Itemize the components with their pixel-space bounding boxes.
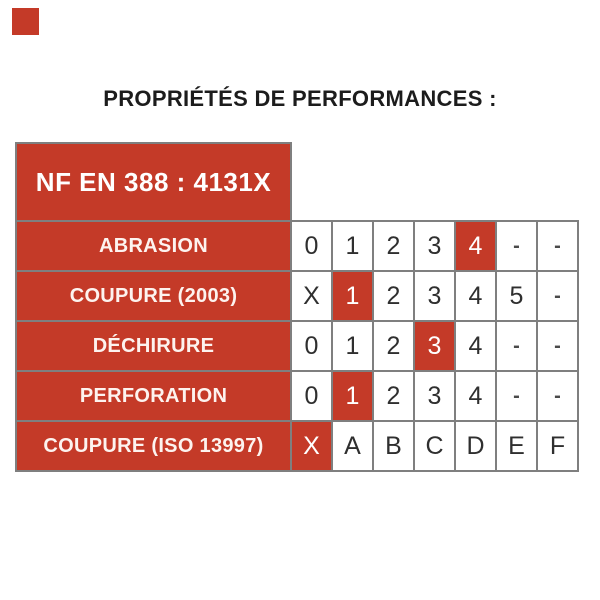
table-row-coupure-2003: COUPURE (2003) X 1 2 3 4 5 - xyxy=(15,270,579,322)
rating-cell: 0 xyxy=(290,370,333,422)
rating-cell: A xyxy=(331,420,374,472)
rating-cell: 4 xyxy=(454,270,497,322)
table-header: NF EN 388 : 4131X xyxy=(15,142,292,222)
page-title: PROPRIÉTÉS DE PERFORMANCES : xyxy=(103,86,497,111)
rating-cell: - xyxy=(495,370,538,422)
rating-cell: 2 xyxy=(372,370,415,422)
rating-cell: X xyxy=(290,270,333,322)
table-header-row: NF EN 388 : 4131X xyxy=(15,142,578,222)
row-label: PERFORATION xyxy=(15,370,292,422)
table-row-coupure-iso-13997: COUPURE (ISO 13997) X A B C D E F xyxy=(15,420,579,472)
rating-cell: 4 xyxy=(454,320,497,372)
rating-cell: 5 xyxy=(495,270,538,322)
performance-table: NF EN 388 : 4131X ABRASION 0 1 2 3 4 - -… xyxy=(15,142,579,472)
rating-cell: 2 xyxy=(372,220,415,272)
rating-cell: 3 xyxy=(413,320,456,372)
rating-cell: F xyxy=(536,420,579,472)
rating-cell: - xyxy=(536,270,579,322)
rating-cell: C xyxy=(413,420,456,472)
table-row-dechirure: DÉCHIRURE 0 1 2 3 4 - - xyxy=(15,320,579,372)
rating-cell: - xyxy=(536,370,579,422)
row-label: COUPURE (ISO 13997) xyxy=(15,420,292,472)
rating-cell: 0 xyxy=(290,320,333,372)
rating-cell: 1 xyxy=(331,270,374,322)
rating-cell: 3 xyxy=(413,220,456,272)
row-label: ABRASION xyxy=(15,220,292,272)
rating-cell: 1 xyxy=(331,370,374,422)
row-label: COUPURE (2003) xyxy=(15,270,292,322)
rating-cell: 4 xyxy=(454,220,497,272)
table-row-abrasion: ABRASION 0 1 2 3 4 - - xyxy=(15,220,579,272)
rating-cell: 4 xyxy=(454,370,497,422)
rating-cell: E xyxy=(495,420,538,472)
rating-cell: B xyxy=(372,420,415,472)
rating-cell: 2 xyxy=(372,320,415,372)
table-row-perforation: PERFORATION 0 1 2 3 4 - - xyxy=(15,370,579,422)
brand-mark-square xyxy=(12,8,39,35)
rating-cell: - xyxy=(495,320,538,372)
header-blank-space xyxy=(291,143,578,221)
rating-cell: - xyxy=(536,220,579,272)
rating-cell: 1 xyxy=(331,320,374,372)
rating-cell: 0 xyxy=(290,220,333,272)
row-label: DÉCHIRURE xyxy=(15,320,292,372)
rating-cell: - xyxy=(495,220,538,272)
rating-cell: 1 xyxy=(331,220,374,272)
rating-cell: 3 xyxy=(413,370,456,422)
rating-cell: D xyxy=(454,420,497,472)
rating-cell: - xyxy=(536,320,579,372)
rating-cell: 2 xyxy=(372,270,415,322)
rating-cell: X xyxy=(290,420,333,472)
rating-cell: 3 xyxy=(413,270,456,322)
